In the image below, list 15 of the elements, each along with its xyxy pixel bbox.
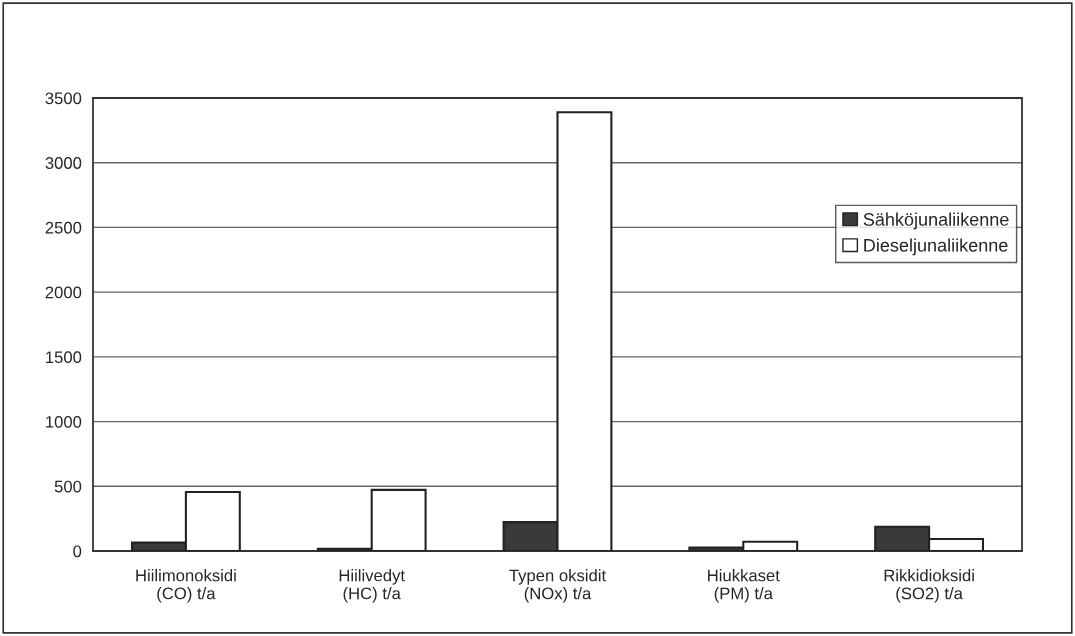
x-tick-label: Hiilimonoksidi (CO) t/a [136, 569, 236, 603]
y-tick-label: 0 [73, 545, 82, 558]
y-tick-label: 1500 [46, 351, 82, 364]
legend-label: Sähköjunaliikenne [863, 212, 1009, 230]
y-tick-label: 2000 [45, 286, 82, 299]
y-tick-label: 2500 [45, 221, 82, 234]
legend-label: Dieseljunaliikenne [864, 238, 1008, 256]
y-tick-label: 1000 [46, 415, 82, 428]
y-tick-label: 3000 [45, 157, 82, 169]
x-tick-label: Hiukkaset (PM) t/a [708, 569, 780, 603]
y-tick-label: 500 [54, 480, 82, 493]
x-tick-label: Hiilivedyt (HC) t/a [339, 569, 405, 603]
x-tick-label: Typen oksidit (NOx) t/a [509, 569, 607, 603]
x-tick-label: Rikkidioksidi (SO2) t/a [884, 569, 974, 603]
y-tick-label: 3500 [45, 92, 82, 105]
